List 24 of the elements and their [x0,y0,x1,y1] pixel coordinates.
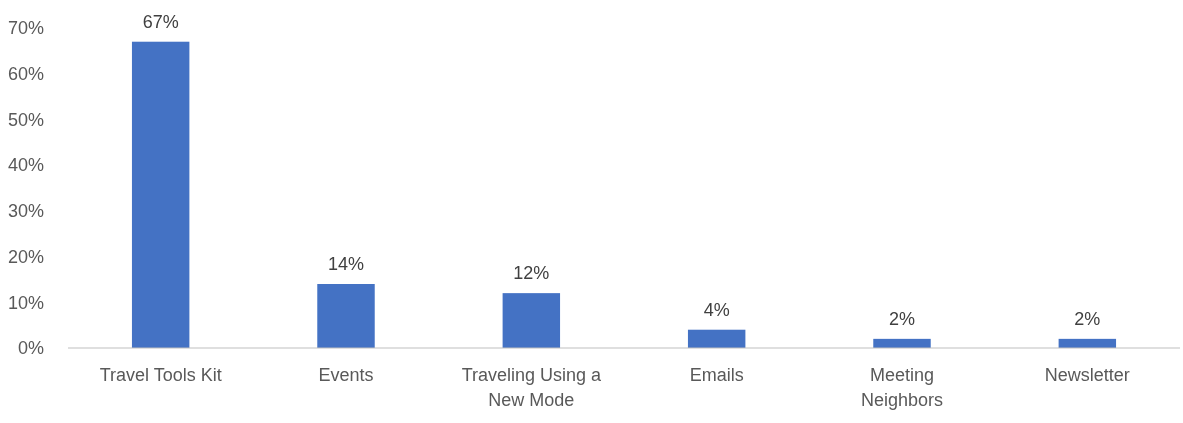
data-label: 12% [513,263,550,284]
bar [317,284,375,348]
data-label: 14% [327,254,365,274]
y-tick-label: 40% [7,155,44,176]
bar [131,41,190,348]
y-tick-label: 30% [7,201,44,222]
x-tick-label: Emails [689,365,744,385]
y-tick-label: 20% [7,246,44,267]
data-label: 2% [1074,308,1101,329]
y-tick-label: 60% [7,63,44,84]
data-label: 67% [142,11,179,32]
y-tick-label: 10% [7,292,44,313]
x-tick-label: Newsletter [1044,365,1130,385]
x-tick-label: Travel Tools Kit [99,365,222,385]
y-tick-label: 50% [7,109,44,130]
y-tick-label: 70% [7,18,44,39]
data-label: 4% [703,299,730,320]
data-label: 2% [888,308,916,329]
x-tick-label: Traveling Using a New Mode [461,365,603,410]
y-tick-label: 0% [17,338,44,359]
bar [687,329,746,348]
x-tick-label: Events [318,365,374,385]
bar [502,293,561,348]
x-tick-label: Meeting Neighbors [860,365,944,410]
